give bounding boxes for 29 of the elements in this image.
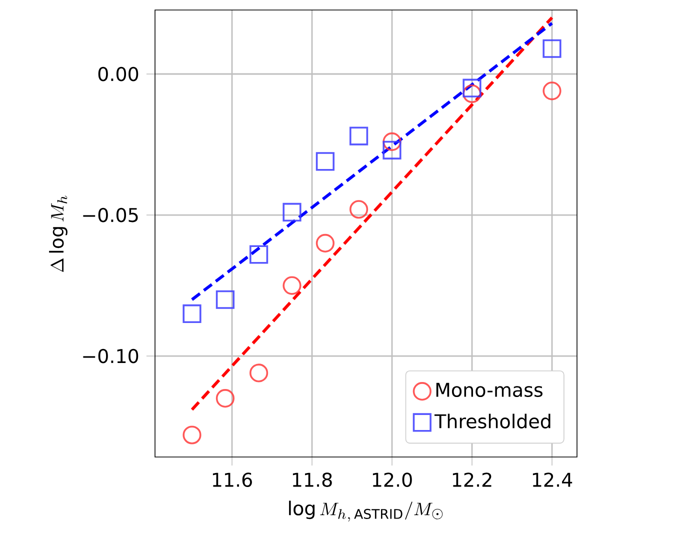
legend-label: Mono-mass: [436, 382, 542, 398]
y-tick-label: 0.00: [98, 66, 138, 82]
x-tick-label: 11.8: [292, 472, 332, 487]
point: [316, 234, 334, 253]
x-tick-label: 12.2: [452, 472, 492, 487]
x-tick-label: 11.6: [212, 472, 252, 487]
x-tick-label: 12.4: [532, 472, 572, 487]
point: [542, 39, 562, 58]
y-axis-title: $\Delta\log M_{h}$: [49, 196, 68, 272]
legend-label: Thresholded: [434, 414, 550, 428]
point: [216, 290, 234, 309]
point: [216, 389, 234, 408]
point: [250, 364, 268, 382]
y-tick-label: −0.05: [83, 208, 138, 222]
point: [182, 304, 202, 324]
point: [382, 140, 402, 160]
point: [316, 152, 334, 171]
point: [350, 126, 368, 146]
x-tick-label: 12.0: [372, 472, 412, 487]
x-axis-title: $\log M_{h,\,\mathrm{ASTRID}}/M_{\odot}$: [289, 500, 443, 522]
point: [542, 82, 562, 100]
point: [350, 200, 368, 219]
point: [250, 245, 268, 264]
point: [282, 202, 302, 222]
y-tick-label: −0.10: [83, 348, 138, 364]
point: [182, 426, 202, 444]
point: [382, 132, 402, 151]
point: [462, 78, 482, 98]
point: [282, 276, 302, 295]
